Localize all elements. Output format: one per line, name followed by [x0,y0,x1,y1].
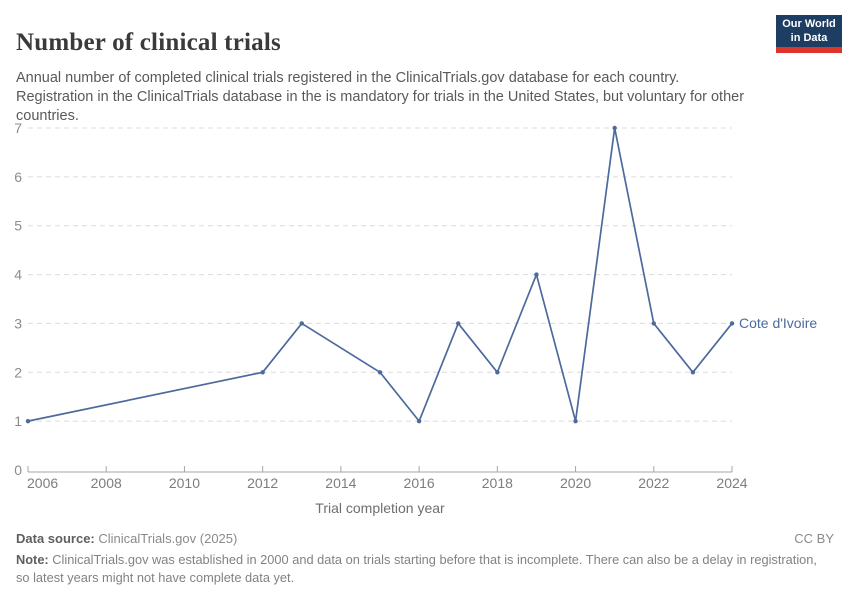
datasource-value: ClinicalTrials.gov (2025) [98,531,238,546]
data-point-2022[interactable] [651,321,656,326]
y-tick-label-5: 5 [14,218,22,234]
datasource-label: Data source: [16,531,95,546]
x-tick-label-2008: 2008 [91,475,122,491]
chart-footer: Data source: ClinicalTrials.gov (2025) C… [16,531,834,587]
owid-logo[interactable]: Our World in Data [776,15,842,53]
y-tick-label-0: 0 [14,462,22,478]
chart-svg[interactable]: 0 1 2 3 4 5 6 7 2006 2008 2010 2012 2014 2016 2018 2020… [0,112,850,522]
y-tick-label-2: 2 [14,364,22,380]
datasource-row: Data source: ClinicalTrials.gov (2025) C… [16,531,834,546]
data-point-2013[interactable] [299,321,304,326]
x-tick-label-2020: 2020 [560,475,591,491]
owid-logo-line2: in Data [790,32,828,44]
x-tick-label-2006: 2006 [27,475,58,491]
x-tick-label-2024: 2024 [716,475,747,491]
y-tick-label-3: 3 [14,315,22,331]
data-point-2017[interactable] [456,321,461,326]
y-tick-label-7: 7 [14,120,22,136]
x-tick-label-2010: 2010 [169,475,200,491]
x-tick-label-2018: 2018 [482,475,513,491]
chart-subtitle: Annual number of completed clinical tria… [16,69,745,124]
x-tick-label-2012: 2012 [247,475,278,491]
footnote-label: Note: [16,552,49,567]
owid-logo-line1: Our World [782,18,836,30]
license-link[interactable]: CC BY [794,531,834,546]
data-point-2021[interactable] [612,125,617,131]
data-point-2018[interactable] [495,370,500,375]
line-chart[interactable]: 0 1 2 3 4 5 6 7 2006 2008 2010 2012 2014 2016 2018 2020… [0,112,850,522]
y-tick-label-1: 1 [14,413,22,429]
x-tick-label-2022: 2022 [638,475,669,491]
y-tick-label-4: 4 [14,267,22,283]
footnote-text: ClinicalTrials.gov was established in 20… [16,552,817,585]
x-axis-title: Trial completion year [315,500,445,516]
data-point-2023[interactable] [690,370,696,375]
y-tick-label-6: 6 [14,169,22,185]
footnote: Note: ClinicalTrials.gov was established… [16,551,834,587]
data-point-2019[interactable] [534,272,539,277]
data-point-2016[interactable] [416,418,422,424]
series-label[interactable]: Cote d'Ivoire [739,315,817,331]
data-point-2012[interactable] [260,370,265,375]
x-tick-label-2016: 2016 [404,475,435,491]
data-point-2020[interactable] [573,418,578,424]
data-point-2024[interactable] [729,321,735,326]
page-title: Number of clinical trials [16,28,281,56]
data-point-2006[interactable] [25,418,31,424]
x-tick-label-2014: 2014 [325,475,356,491]
data-point-2015[interactable] [377,370,383,375]
